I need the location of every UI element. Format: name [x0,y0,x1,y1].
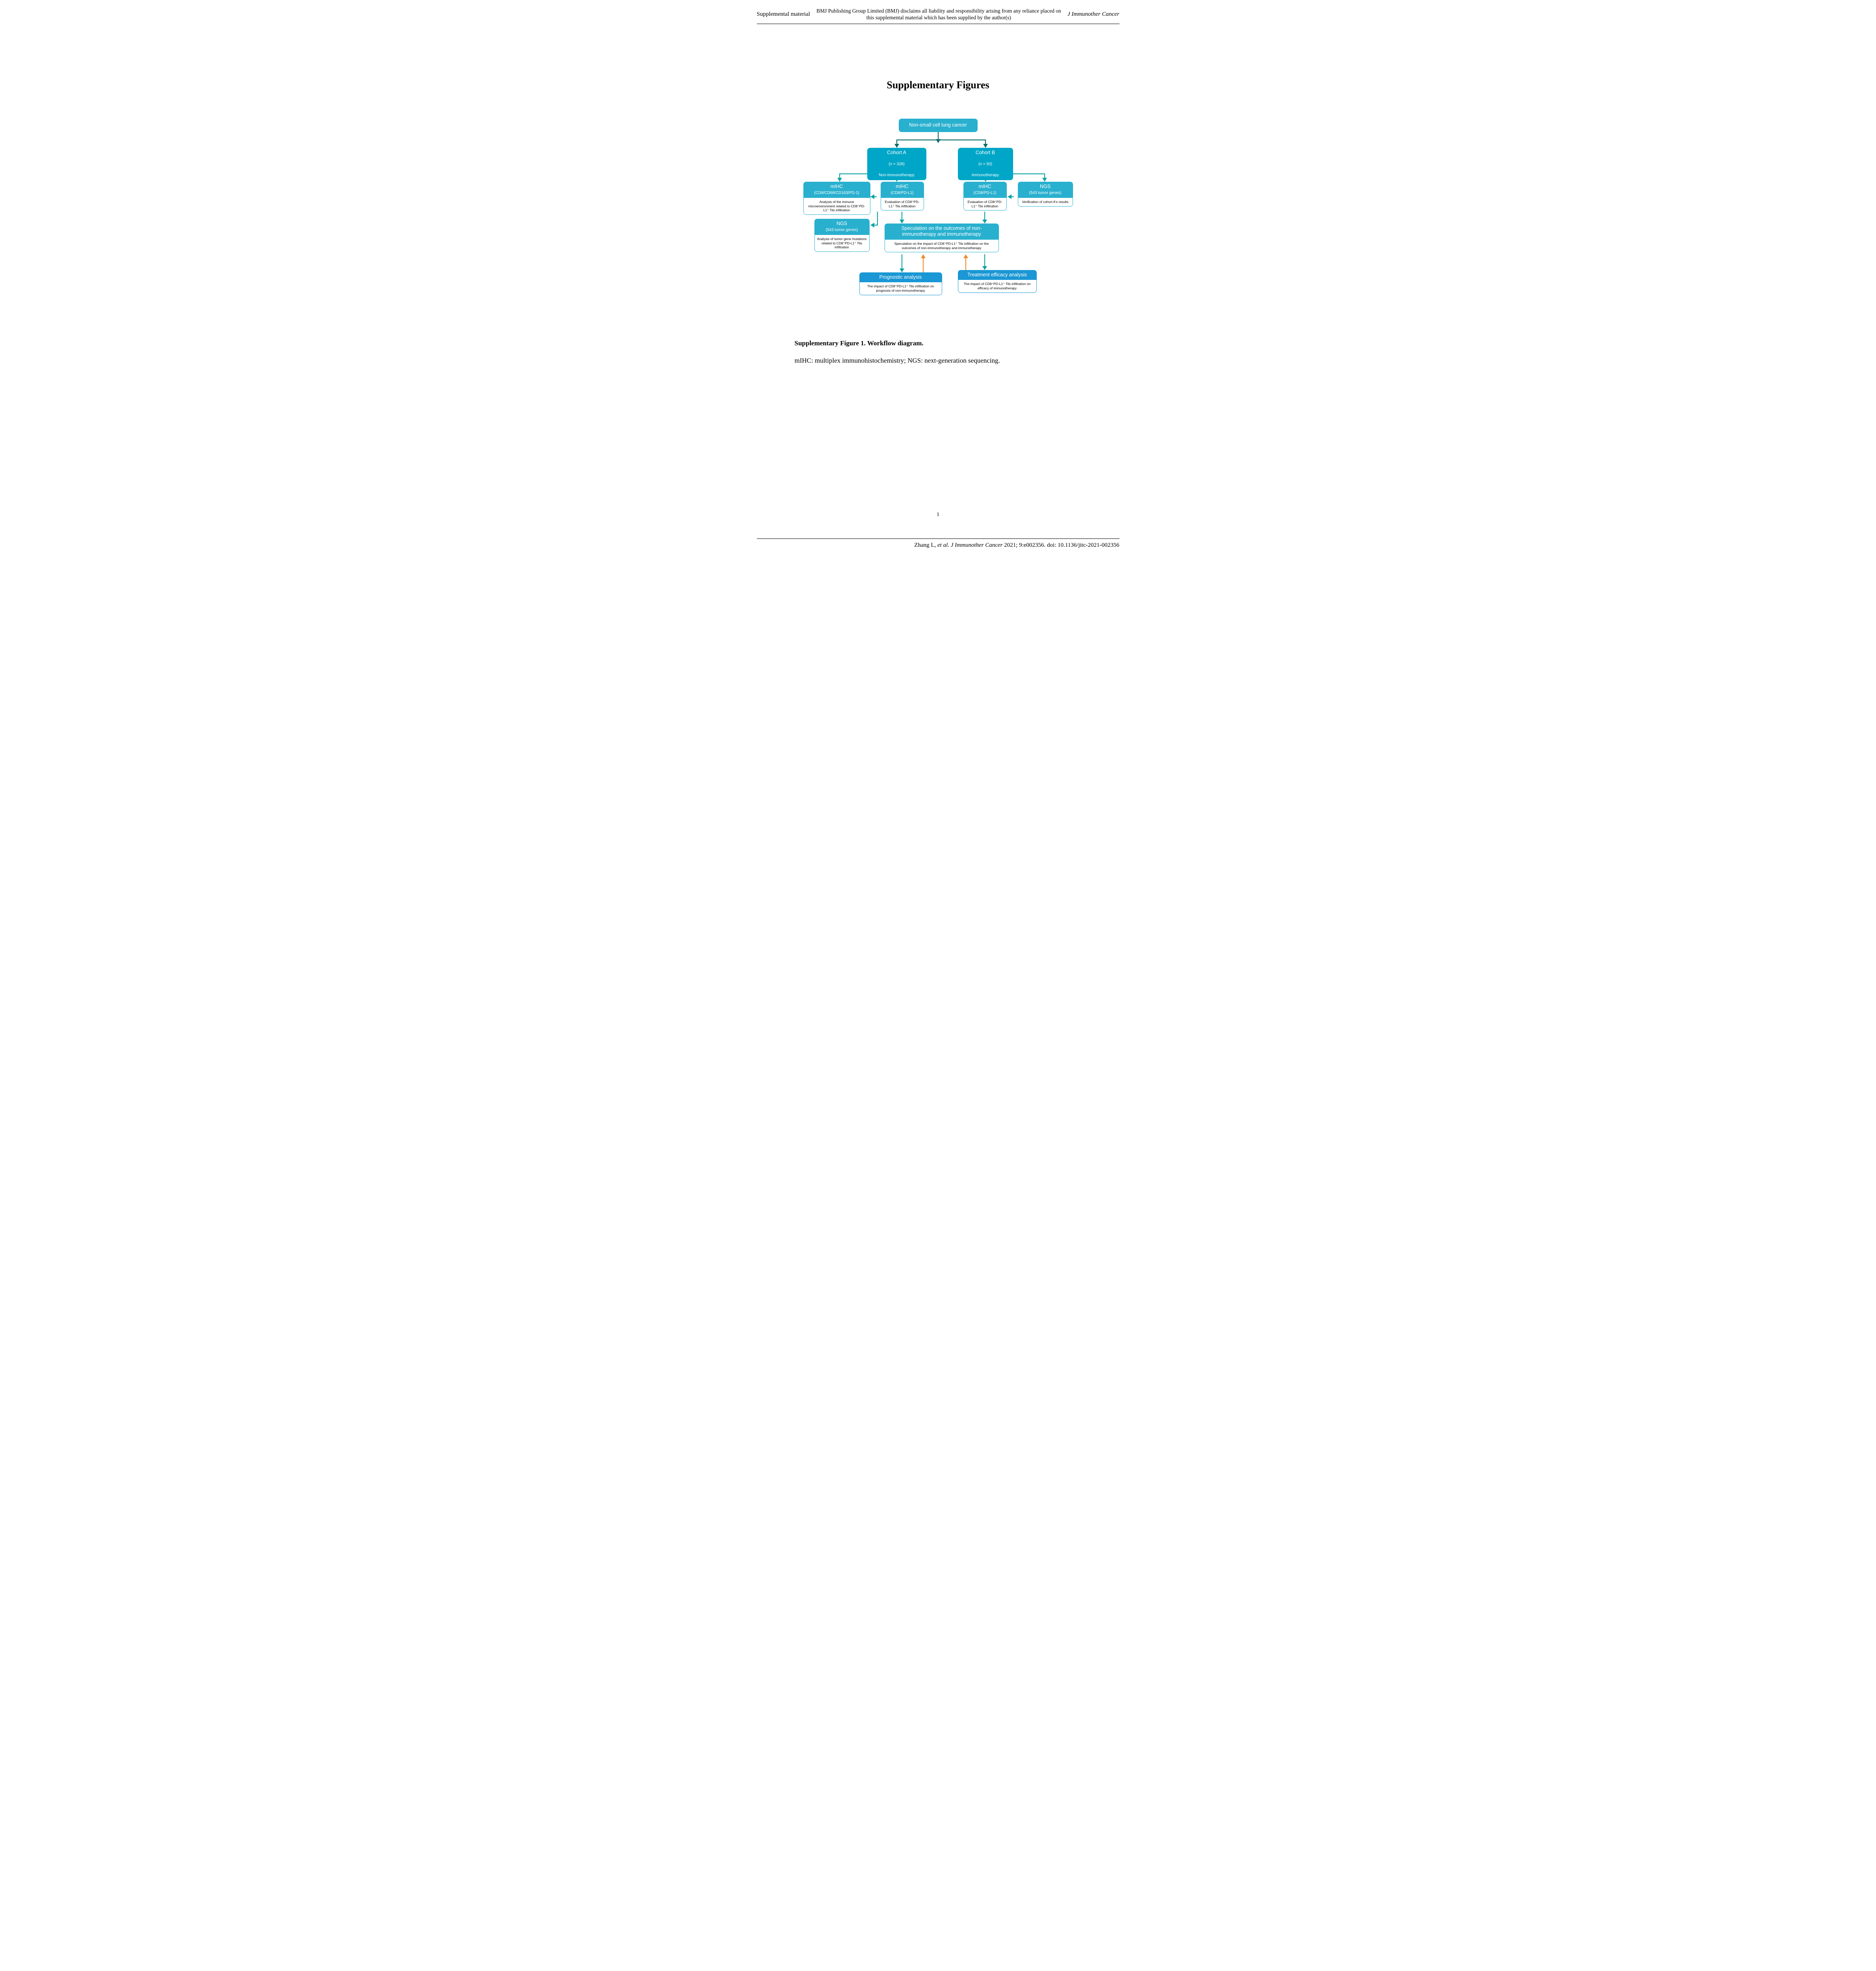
workflow-diagram: Non-small cell lung cancer Cohort A(n = 3… [800,119,1076,324]
header-bar: Supplemental material BMJ Publishing Gro… [757,8,1120,24]
node-body: Verification of cohort A's results [1018,198,1073,207]
page: Supplemental material BMJ Publishing Gro… [741,0,1135,557]
node-body: Evaluation of CD8⁺PD-L1⁺ Tils infiltrati… [881,198,924,211]
node-ngs1: NGS(543 tumor genes)Analysis of tumor ge… [814,219,870,252]
arrow-head [982,220,987,224]
arrow-head [1008,194,1012,199]
node-cohortA: Cohort A(n = 328)Non-immunotherapy [867,148,926,180]
arrow-head [870,223,874,227]
node-title: NGS(543 tumor genes) [814,219,870,235]
header-right: J Immunother Cancer [1067,11,1120,18]
page-title: Supplementary Figures [757,79,1120,91]
arrow-head [921,254,926,258]
arrow-head [982,266,987,270]
node-title: Cohort A(n = 328)Non-immunotherapy [867,148,926,180]
footer-citation: Zhang L, et al. J Immunother Cancer 2021… [757,538,1120,549]
arrow-head [963,254,968,258]
arrow-head [936,139,941,143]
node-body: The impact of CD8⁺PD-L1⁺ Tils infiltrati… [958,280,1037,292]
node-body: Speculation on the impact of CD8⁺PD-L1⁺ … [885,240,999,252]
node-title: Cohort B(n = 50)Immunotherapy [958,148,1013,180]
node-title: mIHC(CD8/PD-L1) [963,182,1007,198]
arrow-head [983,144,988,148]
node-title: Prognostic analysis [859,272,942,283]
footer-text: Zhang L, et al. J Immunother Cancer 2021… [914,542,1119,548]
node-title: Non-small cell lung cancer [899,119,978,132]
arrow-head [900,220,904,224]
node-ngs2: NGS(543 tumor genes)Verification of coho… [1018,182,1073,207]
node-body: Analysis of tumor gene mutations related… [814,235,870,252]
node-title: mIHC(CD8/PD-L1) [881,182,924,198]
node-prognostic: Prognostic analysisThe impact of CD8⁺PD-… [859,272,942,295]
node-speculation: Speculation on the outcomes of non-immun… [885,224,999,253]
arrow-head [870,194,874,199]
node-title: Speculation on the outcomes of non-immun… [885,224,999,240]
node-cohortB: Cohort B(n = 50)Immunotherapy [958,148,1013,180]
node-efficacy: Treatment efficacy analysisThe impact of… [958,270,1037,293]
arrow-head [1042,178,1047,182]
header-center: BMJ Publishing Group Limited (BMJ) discl… [810,8,1067,21]
arrow-head [900,268,904,272]
node-title: NGS(543 tumor genes) [1018,182,1073,198]
arrow-line [874,212,877,225]
node-mihc2: mIHC(CD8/PD-L1)Evaluation of CD8⁺PD-L1⁺ … [881,182,924,211]
node-body: The impact of CD8⁺PD-L1⁺ Tils infiltrati… [859,282,942,295]
node-root: Non-small cell lung cancer [899,119,978,132]
page-number: 1 [741,512,1135,518]
node-mihc3: mIHC(CD8/PD-L1)Evaluation of CD8⁺PD-L1⁺ … [963,182,1007,211]
node-mihc1: mIHC(CD8/CD68/CD163/PD-1)Analysis of the… [803,182,870,215]
node-title: mIHC(CD8/CD68/CD163/PD-1) [803,182,870,198]
node-body: Evaluation of CD8⁺PD-L1⁺ Tils infiltrati… [963,198,1007,211]
figure-caption: Supplementary Figure 1. Workflow diagram… [795,339,1120,347]
arrow-line [938,140,986,145]
arrow-line [897,140,938,145]
node-title: Treatment efficacy analysis [958,270,1037,280]
node-body: Analysis of the immune microenvironment … [803,198,870,215]
header-left: Supplemental material [757,11,810,18]
arrow-head [894,144,899,148]
arrow-head [837,178,842,182]
figure-text: mIHC: multiplex immunohistochemistry; NG… [795,357,1120,365]
